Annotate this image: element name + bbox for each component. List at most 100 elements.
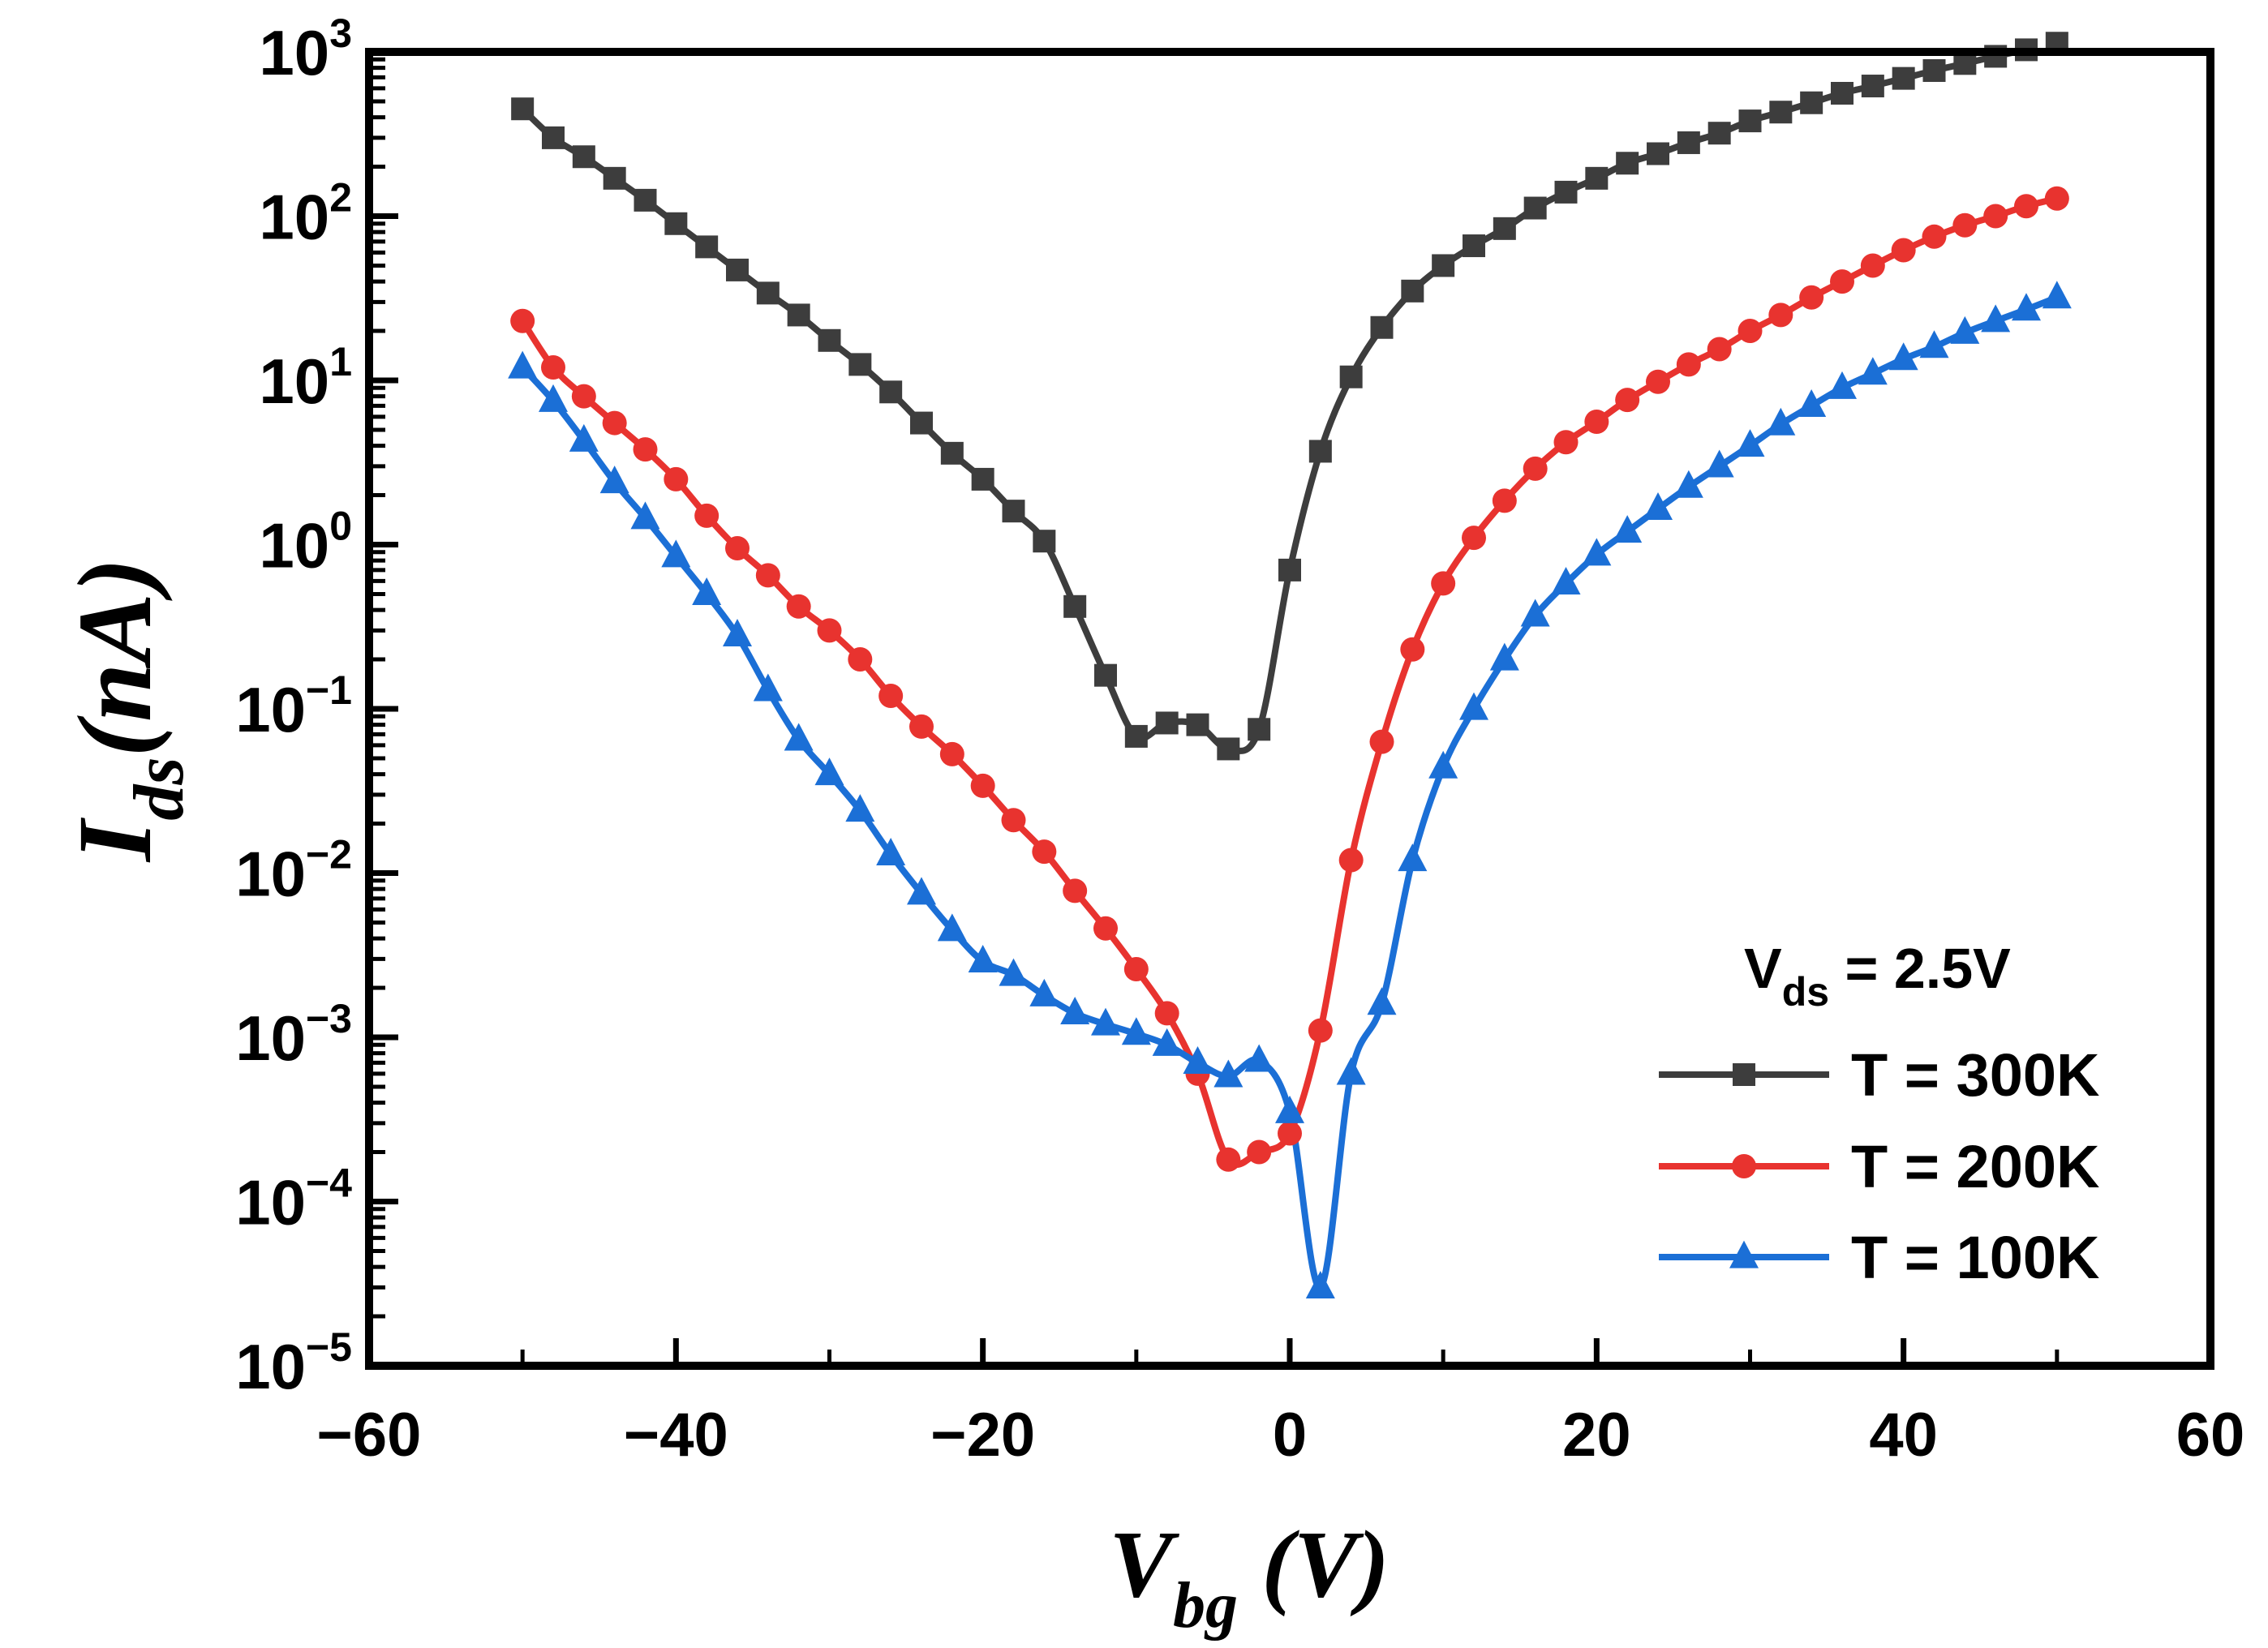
- data-point-square: [818, 328, 841, 352]
- data-point-square: [1738, 109, 1762, 133]
- data-point-triangle: [569, 423, 599, 452]
- x-tick-label: 0: [1273, 1401, 1307, 1470]
- data-point-circle: [878, 683, 904, 708]
- data-point-square: [1861, 75, 1884, 98]
- data-point-circle: [1584, 409, 1609, 434]
- data-point-square: [1248, 718, 1271, 741]
- data-point-square: [1616, 152, 1639, 175]
- data-point-square: [1769, 101, 1793, 124]
- data-point-square: [1339, 365, 1363, 388]
- data-point-square: [971, 467, 994, 491]
- data-point-square: [1493, 217, 1516, 240]
- y-tick-exponent: −1: [306, 667, 352, 713]
- data-point-square: [1800, 91, 1823, 114]
- data-point-triangle: [1428, 750, 1458, 779]
- data-point-triangle: [1152, 1028, 1182, 1056]
- data-point-triangle: [1398, 843, 1428, 872]
- data-point-triangle: [1888, 342, 1918, 371]
- data-point-circle: [1523, 456, 1548, 481]
- data-point-square: [1554, 180, 1578, 204]
- data-point-circle: [1768, 303, 1793, 328]
- data-point-square: [1892, 67, 1915, 90]
- data-point-triangle: [1858, 357, 1888, 385]
- data-point-square: [1186, 713, 1209, 736]
- data-point-circle: [1369, 729, 1394, 754]
- data-point-triangle: [2012, 293, 2041, 321]
- data-point-triangle: [1489, 642, 1519, 671]
- data-point-circle: [1400, 637, 1425, 662]
- y-tick-base: 10: [235, 1002, 306, 1074]
- data-point-circle: [848, 647, 873, 672]
- data-point-circle: [1154, 1001, 1179, 1026]
- y-tick-exponent: 2: [329, 175, 352, 221]
- y-tick-base: 10: [235, 674, 306, 745]
- data-point-square: [1155, 711, 1179, 735]
- data-point-square: [1585, 166, 1609, 190]
- y-tick-base: 10: [259, 510, 329, 582]
- data-point-square: [1308, 440, 1332, 463]
- data-point-square: [940, 441, 964, 465]
- legend-marker-triangle: [1729, 1240, 1759, 1268]
- data-point-circle: [1646, 369, 1670, 394]
- data-point-square: [1094, 663, 1117, 687]
- series-markers: [508, 32, 2072, 1298]
- data-point-triangle: [723, 619, 752, 647]
- data-point-circle: [1308, 1018, 1333, 1043]
- data-point-circle: [1738, 319, 1763, 344]
- data-point-circle: [1830, 269, 1854, 294]
- data-point-triangle: [814, 757, 844, 786]
- data-point-triangle: [599, 466, 629, 494]
- y-tick-exponent: −5: [306, 1324, 352, 1370]
- x-tick-labels: −60 −40 −20 0 20 40 60: [317, 1401, 2245, 1470]
- legend-label: T = 200K: [1851, 1133, 2099, 1200]
- y-tick-exponent: −3: [306, 996, 352, 1041]
- y-tick-exponent: −2: [306, 832, 352, 878]
- y-tick-base: 10: [235, 1167, 306, 1238]
- data-point-square: [879, 380, 903, 404]
- data-point-circle: [1553, 430, 1579, 455]
- data-point-circle: [633, 437, 658, 462]
- data-point-triangle: [1183, 1045, 1213, 1074]
- data-point-square: [1063, 594, 1087, 618]
- data-point-square: [664, 212, 688, 235]
- y-tick-label: 10−3: [235, 996, 352, 1074]
- data-point-circle: [1860, 253, 1885, 278]
- legend-label: T = 100K: [1851, 1224, 2099, 1291]
- data-point-circle: [1707, 337, 1732, 362]
- data-point-triangle: [1213, 1059, 1244, 1088]
- data-point-square: [1707, 122, 1731, 145]
- data-point-triangle: [1643, 492, 1673, 521]
- data-point-circle: [694, 503, 719, 528]
- data-point-triangle: [937, 913, 967, 942]
- y-tick-exponent: −4: [306, 1161, 352, 1206]
- data-point-triangle: [999, 958, 1029, 986]
- data-point-square: [572, 145, 595, 169]
- data-point-triangle: [661, 539, 691, 568]
- data-point-circle: [1891, 238, 1916, 263]
- y-tick-label: 102: [259, 175, 352, 253]
- y-tick-base: 10: [235, 1331, 306, 1402]
- data-point-square: [1033, 530, 1056, 553]
- data-point-square: [1831, 81, 1853, 105]
- data-point-circle: [909, 714, 934, 739]
- data-point-triangle: [1673, 470, 1703, 498]
- data-point-triangle: [1828, 371, 1857, 399]
- y-tick-exponent: 1: [329, 339, 352, 384]
- y-tick-base: 10: [259, 345, 329, 417]
- data-point-triangle: [1766, 407, 1796, 436]
- data-point-square: [910, 411, 933, 435]
- legend-marker-circle: [1732, 1154, 1756, 1178]
- data-point-circle: [1247, 1139, 1272, 1165]
- legend-title-main: V: [1744, 937, 1782, 1000]
- data-point-square: [511, 97, 535, 121]
- data-point-circle: [1462, 526, 1486, 551]
- x-tick-label: 40: [1869, 1401, 1938, 1470]
- data-point-triangle: [1305, 1270, 1335, 1298]
- data-point-triangle: [1367, 987, 1397, 1015]
- data-point-triangle: [1060, 997, 1090, 1025]
- data-point-triangle: [1091, 1007, 1120, 1036]
- legend-title-sub: ds: [1782, 969, 1829, 1015]
- data-point-square: [1647, 142, 1669, 165]
- data-point-triangle: [968, 944, 998, 972]
